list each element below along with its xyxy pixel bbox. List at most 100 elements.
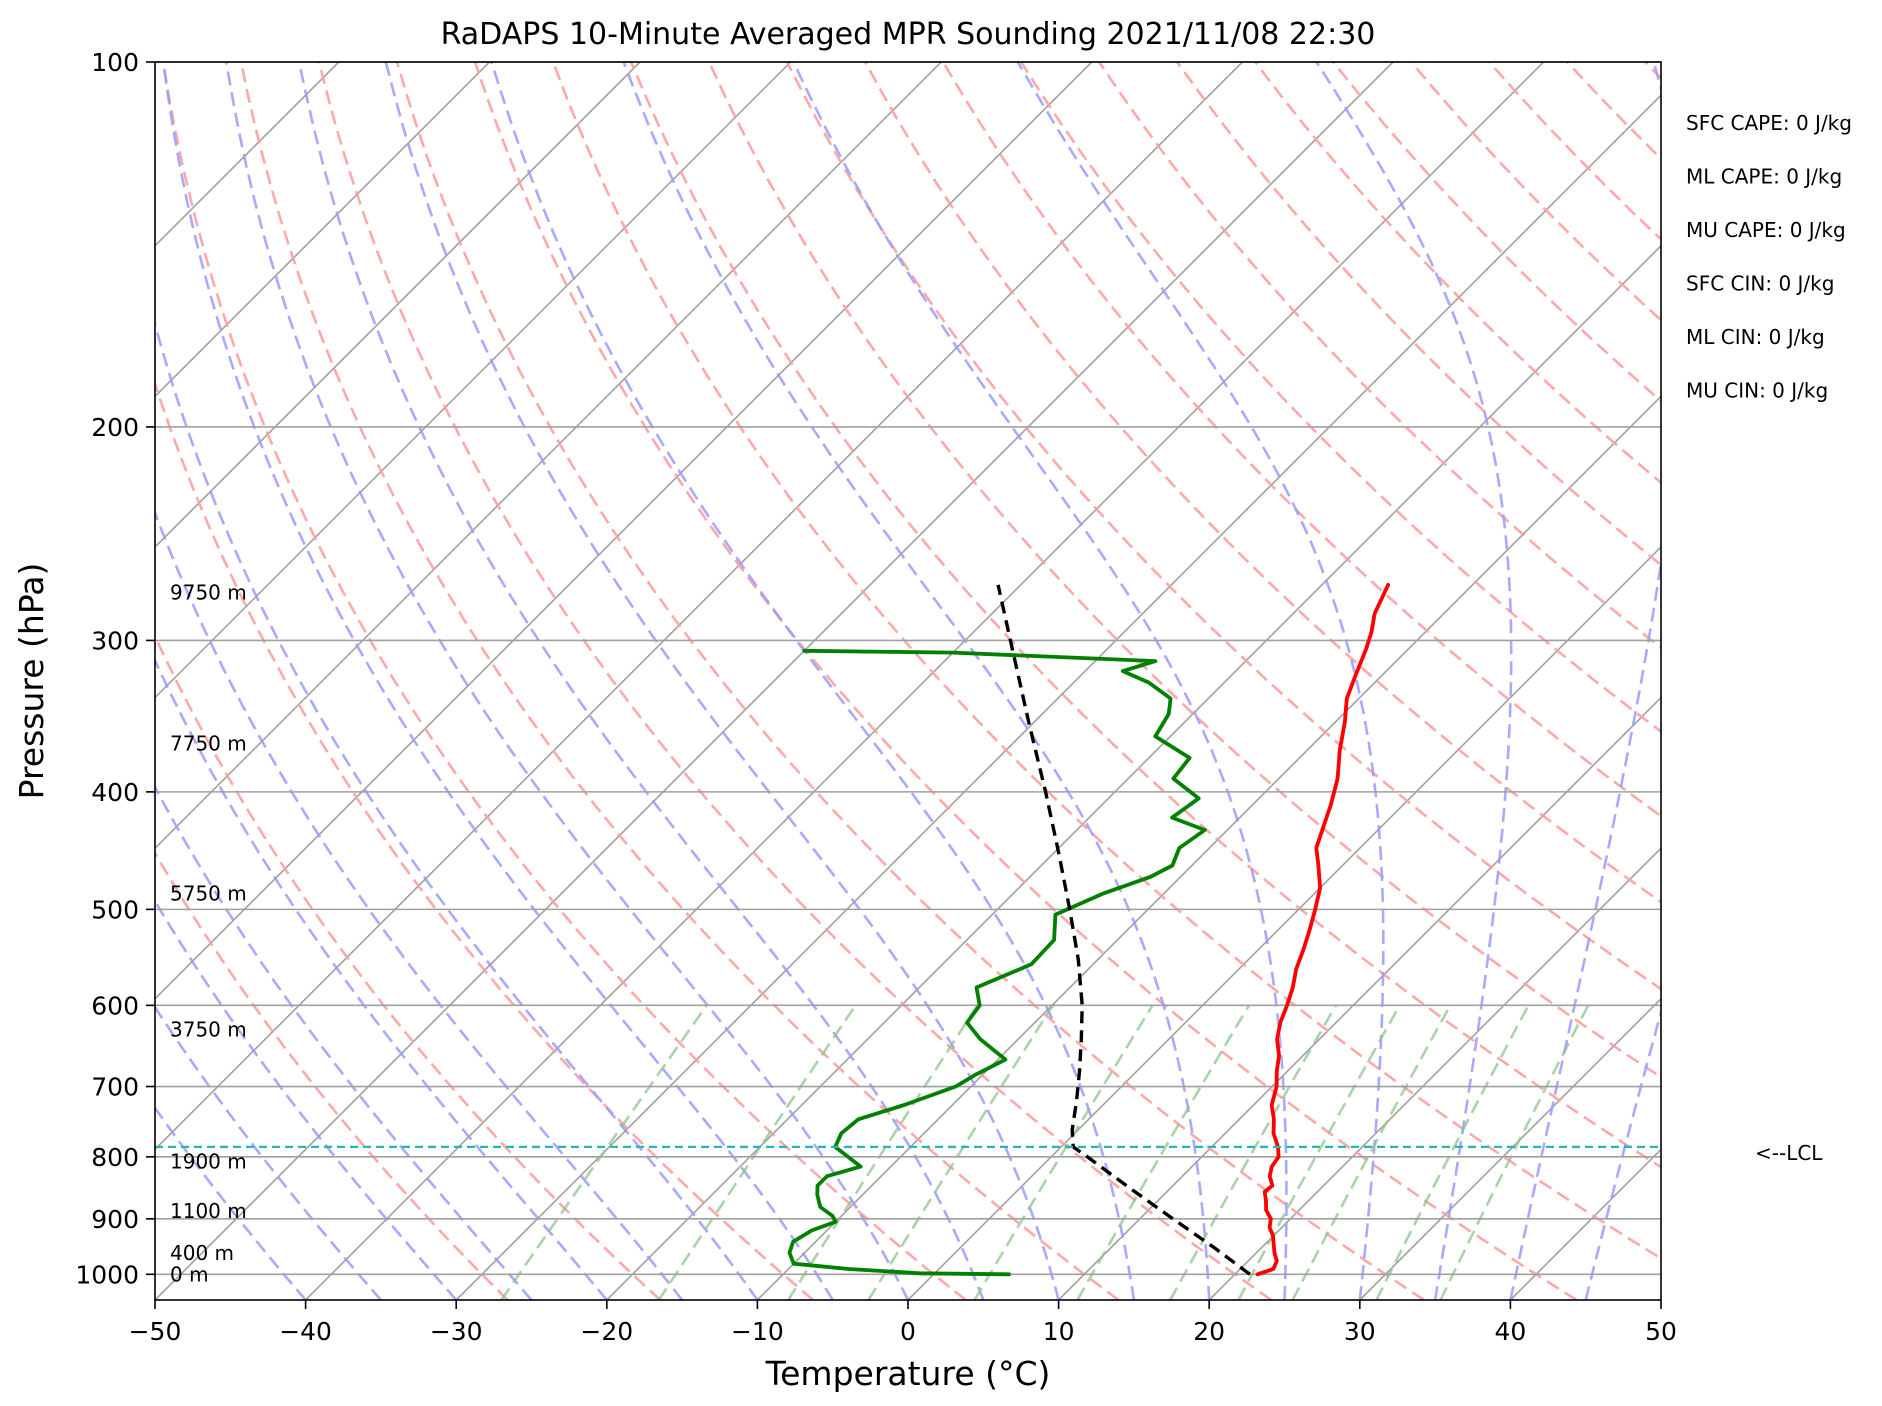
x-tick-label: −30	[430, 1317, 483, 1346]
height-label: 1100 m	[170, 1199, 247, 1223]
moist-adiabat-line	[155, 1105, 307, 1300]
index-label: MU CAPE: 0 J/kg	[1686, 218, 1846, 242]
dry-adiabat-line	[317, 62, 1272, 1300]
mixing-ratio-line	[1439, 1004, 1590, 1300]
moist-adiabat-line	[155, 1004, 382, 1300]
moist-adiabat-line	[1315, 62, 1513, 1300]
mixing-ratio-line	[1375, 1004, 1530, 1300]
isotherm-line	[155, 62, 1093, 1000]
y-tick-label: 600	[91, 991, 139, 1020]
temperature-profile-line	[1255, 583, 1390, 1277]
x-tick-label: 40	[1494, 1317, 1526, 1346]
dry-adiabat-line	[551, 62, 1661, 1261]
dry-adiabat-line	[941, 62, 1661, 818]
isotherm-line	[155, 62, 942, 850]
isotherm-line	[907, 545, 1661, 1300]
isotherm-line	[155, 62, 490, 398]
chart-title: RaDAPS 10-Minute Averaged MPR Sounding 2…	[441, 17, 1376, 52]
isotherm-line	[155, 62, 1394, 1300]
mixing-ratio-line	[1291, 1004, 1452, 1300]
dry-adiabat-line	[1020, 62, 1661, 734]
isotherm-line	[155, 62, 641, 549]
dry-adiabat-line	[161, 62, 967, 1300]
y-tick-label: 800	[91, 1143, 139, 1172]
mixing-ratio-line	[1076, 1004, 1251, 1300]
moist-adiabat-line	[161, 62, 834, 1300]
y-tick-label: 100	[91, 48, 139, 77]
moist-adiabat-line	[297, 62, 985, 1300]
moist-adiabat-line	[155, 319, 759, 1300]
height-label: 0 m	[170, 1262, 209, 1286]
moist-adiabat-line	[490, 62, 1136, 1300]
pressure-gridlines	[155, 61, 1661, 1276]
height-label: 9750 m	[170, 581, 247, 605]
height-label: 7750 m	[170, 732, 247, 756]
moist-adiabat-line	[155, 898, 458, 1300]
mixing-ratio-line	[973, 1004, 1154, 1300]
dry-adiabat-line	[1410, 62, 1661, 322]
moist-adiabat-line	[1584, 1007, 1661, 1300]
index-label: SFC CAPE: 0 J/kg	[1686, 111, 1852, 135]
dry-adiabat-line	[155, 633, 662, 1300]
mixing-ratio-line	[867, 1004, 1054, 1300]
mixing-ratio-line	[1169, 1004, 1338, 1300]
x-tick-label: 30	[1344, 1317, 1376, 1346]
y-tick-label: 200	[91, 413, 139, 442]
moist-adiabat-line	[155, 509, 684, 1300]
dry-adiabat-line	[863, 62, 1661, 904]
y-tick-label: 500	[91, 895, 139, 924]
x-tick-label: 20	[1193, 1317, 1225, 1346]
y-tick-label: 700	[91, 1073, 139, 1102]
isotherm-line	[305, 62, 1545, 1300]
moist-adiabat-line	[155, 784, 533, 1300]
x-tick-label: 10	[1043, 1317, 1075, 1346]
x-axis-label: Temperature (°C)	[765, 1354, 1051, 1393]
index-label: SFC CIN: 0 J/kg	[1686, 272, 1834, 296]
isotherm-line	[606, 244, 1661, 1300]
mixing-ratio-line	[1237, 1004, 1401, 1300]
y-tick-label: 400	[91, 778, 139, 807]
height-label: 400 m	[170, 1241, 234, 1265]
lcl-label: <--LCL	[1755, 1141, 1823, 1165]
dry-adiabat-line	[155, 850, 509, 1300]
moist-adiabat-line	[155, 657, 608, 1300]
moist-adiabat-line	[224, 62, 910, 1300]
mixing-ratio-line	[657, 1004, 857, 1300]
isotherm-line	[155, 62, 1243, 1151]
x-tick-label: 50	[1645, 1317, 1677, 1346]
moist-adiabat-line	[1509, 62, 1661, 1300]
moist-adiabat-line	[792, 62, 1288, 1300]
y-axis-label: Pressure (hPa)	[12, 563, 51, 800]
y-axis: 100 200 300 400 500 600 700 800 900 1000	[75, 48, 155, 1289]
dry-adiabat-line	[785, 62, 1661, 991]
parcel-profile-line	[996, 584, 1251, 1276]
moist-adiabat-line	[622, 62, 1211, 1300]
index-label: ML CAPE: 0 J/kg	[1686, 165, 1842, 189]
moist-adiabat-line	[1016, 62, 1385, 1300]
y-tick-label: 1000	[75, 1260, 139, 1289]
dry-adiabat-line	[1098, 62, 1661, 650]
isotherm-line	[1208, 847, 1661, 1300]
mixing-ratio-line	[500, 1004, 708, 1300]
dewpoint-profile-line	[787, 648, 1207, 1277]
index-label: MU CIN: 0 J/kg	[1686, 379, 1828, 403]
isotherm-line	[155, 62, 792, 699]
data-series	[787, 583, 1390, 1277]
indices-panel: SFC CAPE: 0 J/kg ML CAPE: 0 J/kg MU CAPE: …	[1686, 111, 1852, 403]
mixing-ratio-line	[787, 1004, 979, 1300]
height-label: 5750 m	[170, 881, 247, 905]
dry-adiabat-line	[1254, 62, 1661, 485]
x-tick-label: −20	[580, 1317, 633, 1346]
dry-adiabat-line	[239, 62, 1120, 1300]
x-axis: −50 −40 −30 −20 −10 0 10 20 30 40 50	[129, 1300, 1677, 1346]
index-label: ML CIN: 0 J/kg	[1686, 325, 1825, 349]
isotherm-line	[455, 94, 1661, 1300]
isotherm-line	[756, 395, 1661, 1300]
y-tick-label: 300	[91, 626, 139, 655]
isotherm-line	[1058, 696, 1661, 1300]
dry-adiabat-line	[707, 62, 1661, 1079]
x-tick-label: 0	[900, 1317, 916, 1346]
